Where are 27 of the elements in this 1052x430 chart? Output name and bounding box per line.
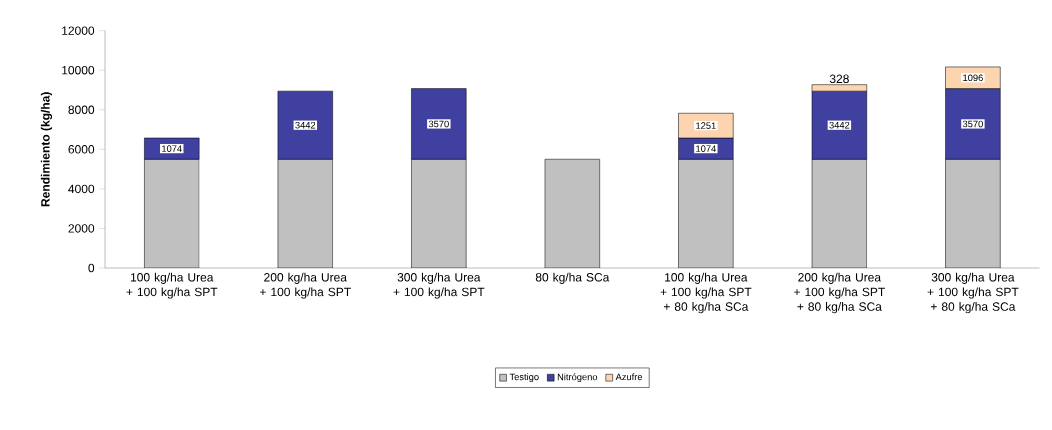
x-tick-label: 300 kg/ha Urea + 100 kg/ha SPT <box>393 272 485 299</box>
x-tick-label: 80 kg/ha SCa <box>535 272 610 284</box>
data-label: 3570 <box>428 120 449 128</box>
legend-label: Azufre <box>615 373 643 381</box>
data-label: 1074 <box>696 145 716 152</box>
x-tick-label: 200 kg/ha Urea + 100 kg/ha SPT + 80 kg/ha SCa <box>794 272 885 314</box>
data-label: 3442 <box>295 121 316 129</box>
data-label: 1096 <box>963 74 983 82</box>
legend-label: Nitrógeno <box>557 373 598 383</box>
y-tick-label: 6000 <box>68 145 95 154</box>
x-tick-label: 300 kg/ha Urea + 100 kg/ha SPT + 80 kg/ha SCa <box>927 272 1019 314</box>
data-label: 328 <box>829 74 849 84</box>
legend-label: Testigo <box>509 373 539 383</box>
y-tick-label: 4000 <box>68 184 95 194</box>
y-tick-label: 12000 <box>62 26 95 35</box>
x-tick-label: 200 kg/ha Urea + 100 kg/ha SPT <box>260 272 351 299</box>
y-axis-title: Rendimiento (kg/ha) <box>40 92 53 207</box>
y-tick-label: 2000 <box>68 224 95 233</box>
data-label: 3570 <box>962 120 983 128</box>
y-tick-label: 8000 <box>68 105 95 115</box>
y-tick-label: 10000 <box>62 65 95 75</box>
x-tick-label: 100 kg/ha Urea + 100 kg/ha SPT + 80 kg/ha SCa <box>660 272 752 314</box>
y-tick-label: 0 <box>88 263 95 273</box>
data-label: 3442 <box>829 121 850 129</box>
x-tick-label: 100 kg/ha Urea + 100 kg/ha SPT <box>126 272 218 299</box>
data-label: 1074 <box>162 145 182 152</box>
data-label: 1251 <box>696 122 716 129</box>
